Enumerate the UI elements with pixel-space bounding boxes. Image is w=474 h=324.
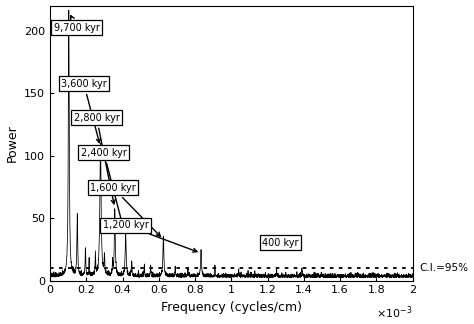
Text: 3,600 kyr: 3,600 kyr [61, 79, 107, 143]
Text: 2,400 kyr: 2,400 kyr [81, 148, 127, 233]
Text: $\times10^{-3}$: $\times10^{-3}$ [376, 304, 412, 321]
X-axis label: Frequency (cycles/cm): Frequency (cycles/cm) [161, 301, 302, 314]
Text: 2,800 kyr: 2,800 kyr [73, 113, 119, 204]
Text: 1,600 kyr: 1,600 kyr [90, 183, 160, 236]
Text: 1,200 kyr: 1,200 kyr [103, 220, 197, 252]
Text: C.I.=95%: C.I.=95% [419, 263, 468, 273]
Y-axis label: Power: Power [6, 124, 18, 162]
Text: 9,700 kyr: 9,700 kyr [54, 16, 100, 33]
Text: 400 kyr: 400 kyr [262, 237, 299, 248]
